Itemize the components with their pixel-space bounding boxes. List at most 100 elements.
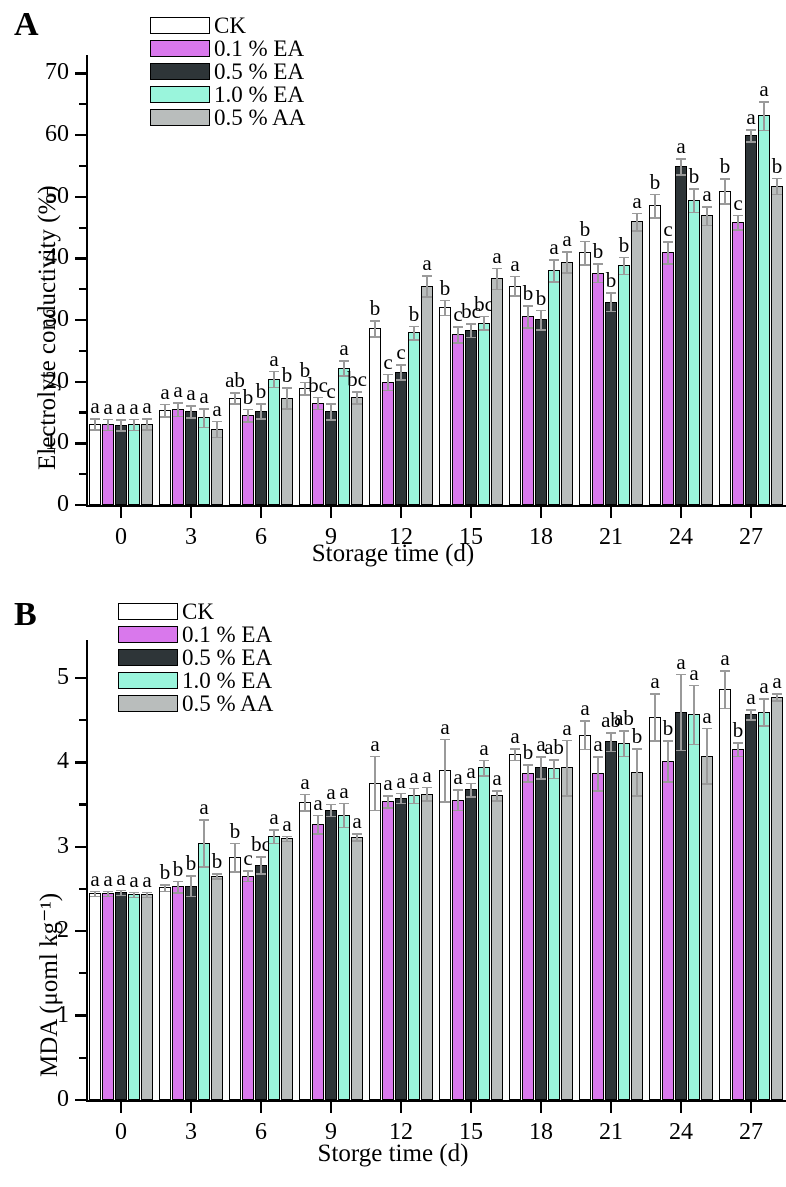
error-bar-cap bbox=[562, 271, 572, 274]
bar bbox=[140, 423, 154, 505]
error-bar-cap bbox=[772, 177, 782, 180]
y-tick-label: 60 bbox=[45, 121, 69, 148]
error-bar-cap bbox=[466, 323, 476, 325]
y-tick-major bbox=[75, 442, 88, 445]
error-bar-cap bbox=[606, 732, 616, 734]
significance-letter: b bbox=[408, 301, 420, 326]
significance-letter: a bbox=[440, 714, 450, 739]
y-tick-major bbox=[75, 257, 88, 260]
significance-letter: b bbox=[649, 169, 661, 194]
legend-swatch-icon bbox=[118, 603, 178, 620]
error-bar-cap bbox=[383, 795, 393, 797]
significance-letter: ab bbox=[614, 706, 634, 731]
error-bar-cap bbox=[269, 842, 279, 845]
error-bar-cap bbox=[733, 229, 743, 232]
significance-letter: ab bbox=[544, 735, 564, 759]
error-bar-cap bbox=[142, 418, 152, 420]
y-tick-minor bbox=[79, 719, 88, 722]
error-bar bbox=[667, 740, 669, 781]
error-bar-cap bbox=[593, 281, 603, 284]
error-bar-cap bbox=[90, 429, 100, 431]
bar bbox=[267, 835, 281, 1100]
error-bar-cap bbox=[339, 802, 349, 805]
significance-letter: a bbox=[199, 384, 209, 409]
bar bbox=[718, 190, 732, 505]
y-tick-minor bbox=[79, 803, 88, 806]
error-bar-cap bbox=[352, 833, 362, 835]
x-tick-label: 0 bbox=[115, 524, 127, 550]
error-bar-cap bbox=[650, 740, 660, 743]
bar bbox=[420, 285, 434, 505]
bar bbox=[114, 892, 128, 1100]
y-tick-major bbox=[75, 380, 88, 383]
error-bar-cap bbox=[142, 429, 152, 431]
error-bar bbox=[636, 748, 638, 796]
significance-letter: a bbox=[142, 867, 152, 892]
significance-letter: a bbox=[313, 790, 323, 815]
error-bar-cap bbox=[230, 842, 240, 845]
error-bar-cap bbox=[746, 719, 756, 721]
x-tick-label: 3 bbox=[185, 524, 197, 550]
error-bar-cap bbox=[453, 809, 463, 812]
x-tick bbox=[329, 1100, 333, 1113]
significance-letter: a bbox=[759, 674, 769, 699]
error-bar-cap bbox=[186, 417, 196, 420]
error-bar bbox=[120, 419, 122, 431]
error-bar bbox=[597, 756, 599, 791]
error-bar bbox=[413, 787, 415, 803]
bar bbox=[101, 893, 115, 1100]
error-bar bbox=[654, 693, 656, 741]
significance-letter: a bbox=[510, 724, 520, 749]
error-bar-cap bbox=[256, 418, 266, 420]
y-tick-label: 40 bbox=[45, 244, 69, 271]
error-bar-cap bbox=[466, 782, 476, 785]
significance-letter: a bbox=[129, 394, 139, 419]
significance-letter: a bbox=[510, 251, 520, 276]
error-bar-cap bbox=[199, 818, 209, 821]
significance-letter: c bbox=[453, 302, 463, 327]
significance-letter: b bbox=[732, 718, 744, 743]
bar bbox=[381, 381, 395, 505]
significance-letter: a bbox=[422, 251, 432, 276]
error-bar bbox=[190, 405, 192, 418]
bar bbox=[534, 319, 548, 505]
error-bar-cap bbox=[510, 295, 520, 297]
error-bar bbox=[540, 309, 542, 330]
significance-letter: a bbox=[339, 778, 349, 803]
significance-letter: a bbox=[562, 227, 572, 252]
bar bbox=[280, 397, 294, 505]
bar bbox=[210, 875, 224, 1100]
error-bar-cap bbox=[186, 875, 196, 878]
x-tick-label: 27 bbox=[739, 1119, 763, 1145]
error-bar bbox=[234, 842, 236, 872]
error-bar-cap bbox=[632, 230, 642, 232]
bar bbox=[368, 782, 382, 1100]
error-bar-cap bbox=[772, 699, 782, 702]
x-tick-label: 21 bbox=[599, 1119, 623, 1145]
error-bar bbox=[566, 739, 568, 796]
significance-letter: a bbox=[492, 243, 502, 268]
x-tick bbox=[399, 1100, 403, 1113]
error-bar-cap bbox=[116, 419, 126, 421]
error-bar bbox=[763, 101, 765, 130]
legend-swatch-icon bbox=[150, 63, 210, 80]
error-bar-cap bbox=[90, 895, 100, 898]
x-tick bbox=[399, 505, 403, 518]
error-bar-cap bbox=[352, 403, 362, 405]
error-bar-cap bbox=[536, 756, 546, 759]
x-tick-label: 18 bbox=[529, 1119, 553, 1145]
error-bar-cap bbox=[453, 342, 463, 344]
error-bar-cap bbox=[676, 157, 686, 160]
error-bar-cap bbox=[580, 240, 590, 243]
error-bar-cap bbox=[230, 392, 240, 394]
significance-letter: a bbox=[300, 769, 310, 794]
error-bar bbox=[470, 782, 472, 797]
bar bbox=[88, 423, 102, 505]
bar bbox=[158, 887, 172, 1100]
error-bar-cap bbox=[606, 292, 616, 294]
error-bar bbox=[177, 402, 179, 416]
error-bar-cap bbox=[243, 408, 253, 411]
error-bar bbox=[426, 275, 428, 297]
bar bbox=[280, 838, 294, 1100]
significance-letter: ab bbox=[225, 368, 245, 393]
